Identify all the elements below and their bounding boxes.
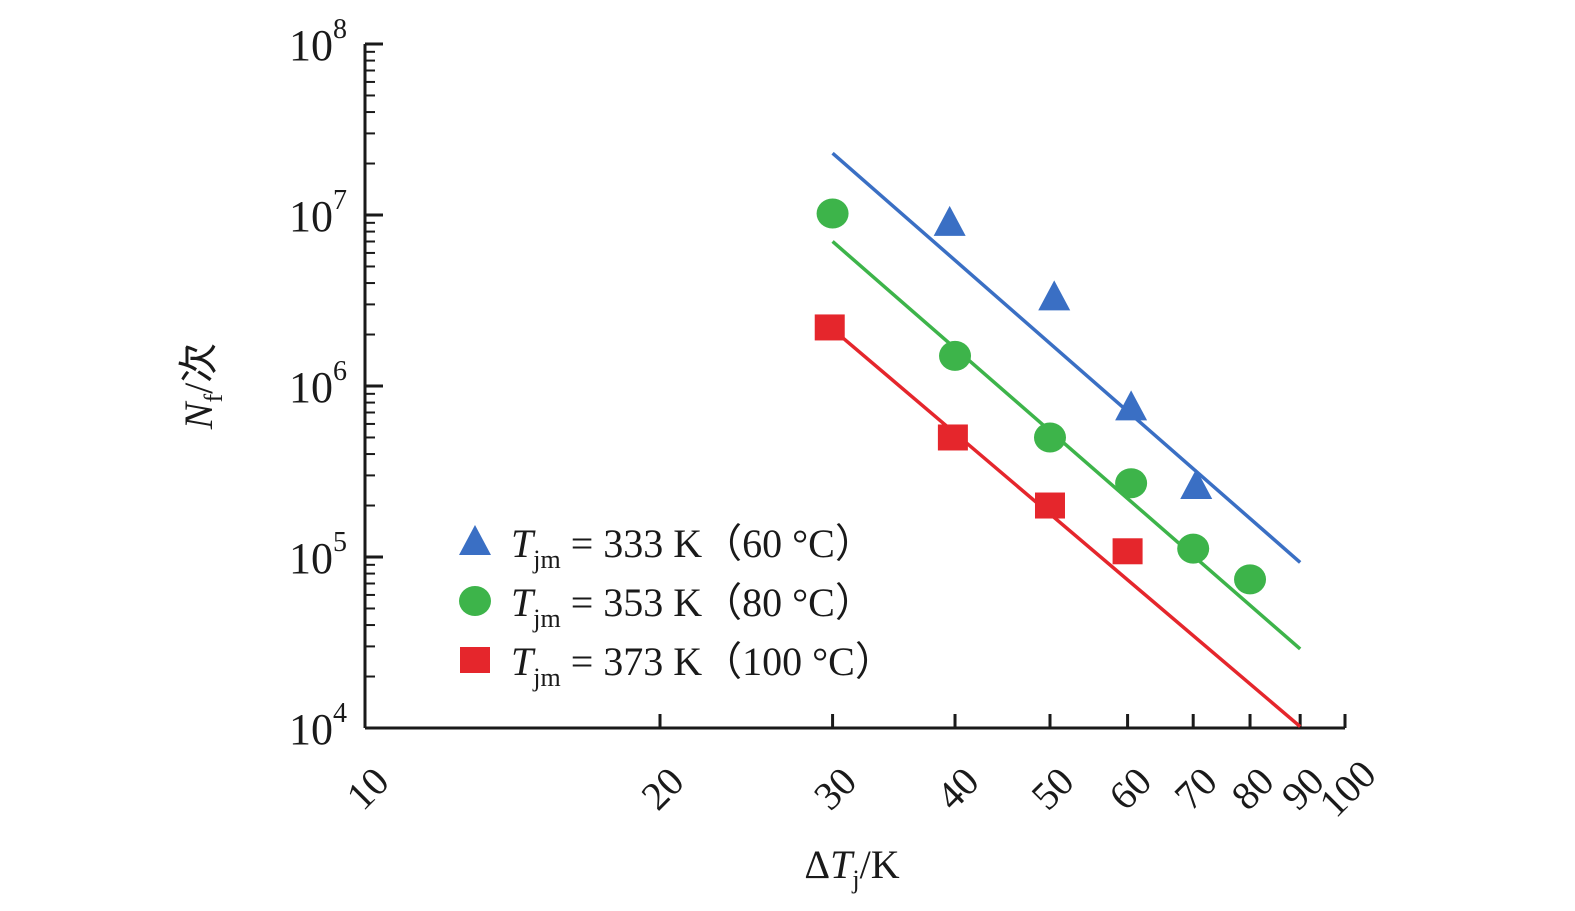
x-title-symbol: T — [830, 842, 855, 887]
fit-line-square — [831, 327, 1302, 728]
legend-item: Tjm = 373 K（100 °C） — [460, 639, 895, 692]
x-tick-label: 100 — [1310, 751, 1384, 825]
y-tick-base: 10 — [289, 192, 333, 241]
y-title-subscript: f — [199, 394, 228, 403]
y-tick-label: 107 — [289, 185, 347, 241]
x-tick-label: 60 — [1100, 758, 1160, 818]
legend-subscript: jm — [532, 545, 560, 574]
legend-subscript: jm — [532, 663, 560, 692]
legend-item: Tjm = 333 K（60 °C） — [459, 521, 875, 574]
data-point-triangle — [1038, 280, 1071, 311]
x-tick-label: 30 — [805, 758, 865, 818]
legend-symbol: T — [511, 580, 536, 625]
x-tick-label: 50 — [1022, 758, 1082, 818]
y-tick-base: 10 — [289, 363, 333, 412]
y-tick-exponent: 8 — [333, 14, 347, 45]
legend-rest: = 353 K（80 °C） — [561, 580, 875, 625]
data-point-square — [814, 314, 845, 341]
legend-marker-triangle — [459, 525, 491, 555]
y-tick-base: 10 — [289, 21, 333, 70]
y-tick-exponent: 6 — [333, 356, 347, 387]
legend-marker-square — [460, 647, 490, 673]
y-tick-label: 105 — [289, 527, 347, 583]
axis-titles: ΔTj/KNf/次 — [176, 343, 900, 894]
legend-item: Tjm = 353 K（80 °C） — [459, 580, 875, 633]
data-point-triangle — [1180, 469, 1213, 500]
y-tick-exponent: 4 — [333, 698, 347, 729]
data-point-square — [937, 424, 968, 451]
legend-rest: = 373 K（100 °C） — [561, 639, 895, 684]
y-tick-label: 108 — [289, 14, 347, 70]
y-tick-label: 106 — [289, 356, 347, 412]
legend-label: Tjm = 353 K（80 °C） — [511, 580, 875, 633]
x-axis-title: ΔTj/K — [804, 842, 899, 894]
x-title-subscript: j — [851, 865, 859, 894]
x-title-delta: Δ — [804, 842, 830, 887]
legend-symbol: T — [511, 521, 536, 566]
data-point-circle — [1177, 533, 1210, 564]
x-tick-label: 70 — [1166, 758, 1226, 818]
data-point-circle — [1234, 564, 1267, 595]
x-title-unit: /K — [860, 842, 900, 887]
y-title-symbol: N — [176, 400, 221, 430]
y-title-unit: /次 — [176, 343, 221, 394]
data-point-circle — [1115, 468, 1148, 499]
legend: Tjm = 333 K（60 °C）Tjm = 353 K（80 °C）Tjm … — [459, 521, 895, 692]
fit-line-circle — [831, 240, 1302, 651]
y-axis-title: Nf/次 — [176, 343, 228, 430]
y-tick-base: 10 — [289, 705, 333, 754]
y-tick-exponent: 5 — [333, 527, 347, 558]
x-tick-label: 20 — [632, 758, 692, 818]
legend-symbol: T — [511, 639, 536, 684]
fit-line-triangle — [831, 151, 1302, 564]
legend-rest: = 333 K（60 °C） — [561, 521, 875, 566]
data-point-circle — [939, 340, 972, 371]
data-point-square — [1034, 492, 1065, 519]
x-tick-label: 40 — [927, 758, 987, 818]
y-tick-base: 10 — [289, 534, 333, 583]
fit-lines — [831, 151, 1302, 728]
x-tick-label: 10 — [337, 758, 397, 818]
data-point-circle — [816, 198, 849, 229]
legend-label: Tjm = 373 K（100 °C） — [511, 639, 895, 692]
legend-subscript: jm — [532, 604, 560, 633]
data-point-triangle — [1115, 390, 1148, 421]
y-tick-label: 104 — [289, 698, 347, 754]
legend-marker-circle — [459, 586, 491, 616]
data-point-triangle — [933, 205, 966, 236]
data-points — [814, 198, 1267, 595]
y-tick-exponent: 7 — [333, 185, 347, 216]
legend-label: Tjm = 333 K（60 °C） — [511, 521, 875, 574]
data-point-circle — [1033, 422, 1066, 453]
data-point-square — [1112, 538, 1143, 565]
